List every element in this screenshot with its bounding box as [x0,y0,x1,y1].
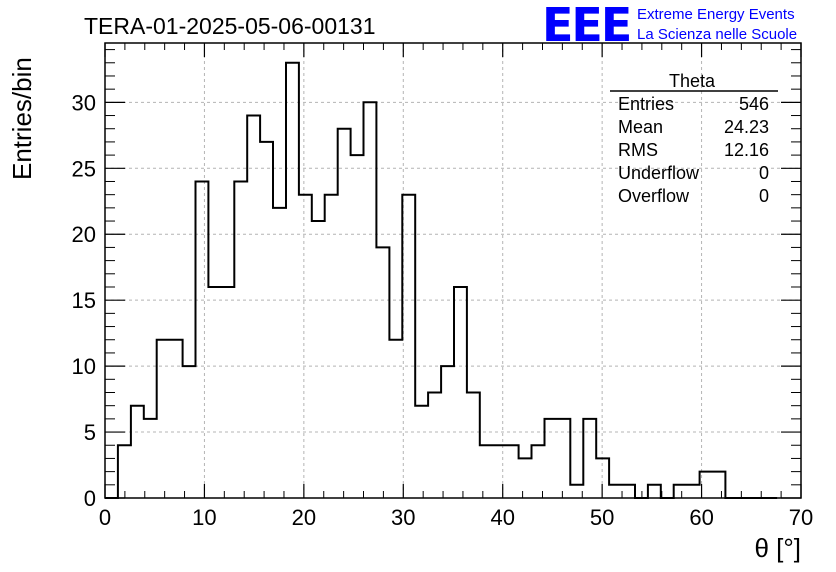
tick-labels: 0 10 20 30 40 50 60 70 0 5 10 15 20 25 30 [72,90,814,530]
stats-value-mean: 24.23 [724,117,769,137]
x-axis-title: θ [°] [754,533,801,563]
stats-label-underflow: Underflow [618,163,700,183]
y-axis-title: Entries/bin [7,57,37,180]
histogram-line [105,61,778,499]
stats-value-overflow: 0 [759,186,769,206]
stats-label-mean: Mean [618,117,663,137]
logo-line-1: Extreme Energy Events [637,6,795,23]
stats-label-overflow: Overflow [618,186,690,206]
logo-line-2: La Scienza nelle Scuole [637,26,797,43]
stats-label-rms: RMS [618,140,658,160]
x-tick-label: 10 [192,505,216,530]
stats-value-rms: 12.16 [724,140,769,160]
x-tick-label: 20 [292,505,316,530]
stats-box: Theta Entries 546 Mean 24.23 RMS 12.16 U… [610,71,778,206]
chart-title: TERA-01-2025-05-06-00131 [84,13,376,39]
y-tick-label: 0 [84,486,96,511]
y-tick-label: 10 [72,354,96,379]
x-tick-label: 0 [99,505,111,530]
y-tick-label: 5 [84,420,96,445]
x-tick-label: 50 [590,505,614,530]
stats-title: Theta [669,71,716,91]
y-tick-label: 25 [72,156,96,181]
y-tick-label: 30 [72,90,96,115]
tick-layer [104,43,802,499]
x-tick-label: 60 [689,505,713,530]
plot-frame [104,42,802,499]
x-tick-label: 30 [391,505,415,530]
stats-value-entries: 546 [739,94,769,114]
x-tick-label: 40 [490,505,514,530]
y-tick-label: 20 [72,222,96,247]
x-tick-label: 70 [789,505,813,530]
logo-mark: EEE [542,0,630,52]
stats-value-underflow: 0 [759,163,769,183]
stats-label-entries: Entries [618,94,674,114]
y-tick-label: 15 [72,288,96,313]
